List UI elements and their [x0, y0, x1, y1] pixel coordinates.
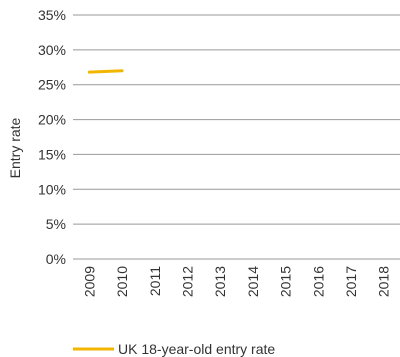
- x-tick-label: 2016: [310, 266, 326, 297]
- x-tick-label: 2014: [245, 266, 261, 297]
- y-tick-labels: 0% 5% 10% 15% 20% 25% 30% 35%: [38, 7, 66, 267]
- y-tick-label: 5%: [46, 216, 66, 232]
- y-tick-label: 0%: [46, 251, 66, 267]
- y-tick-label: 20%: [38, 112, 66, 128]
- x-tick-labels: 2009 2010 2011 2012 2013 2014 2015 2016 2017 2018: [81, 266, 391, 297]
- y-tick-label: 15%: [38, 146, 66, 162]
- x-tick-label: 2018: [376, 266, 392, 297]
- legend: UK 18-year-old entry rate: [73, 341, 275, 357]
- x-tick-label: 2015: [278, 266, 294, 297]
- y-tick-label: 25%: [38, 77, 66, 93]
- x-tick-label: 2017: [343, 266, 359, 297]
- gridlines: [73, 14, 400, 260]
- x-tick-label: 2010: [114, 266, 130, 297]
- x-tick-label: 2009: [81, 266, 97, 297]
- y-tick-label: 30%: [38, 42, 66, 58]
- legend-label: UK 18-year-old entry rate: [118, 341, 275, 357]
- y-axis-title: Entry rate: [7, 117, 23, 178]
- series-line: [87, 69, 124, 74]
- x-tick-label: 2012: [179, 266, 195, 297]
- y-tick-label: 10%: [38, 181, 66, 197]
- y-tick-label: 35%: [38, 7, 66, 23]
- x-tick-label: 2013: [212, 266, 228, 297]
- x-tick-label: 2011: [147, 266, 163, 296]
- series-layer: [87, 69, 124, 74]
